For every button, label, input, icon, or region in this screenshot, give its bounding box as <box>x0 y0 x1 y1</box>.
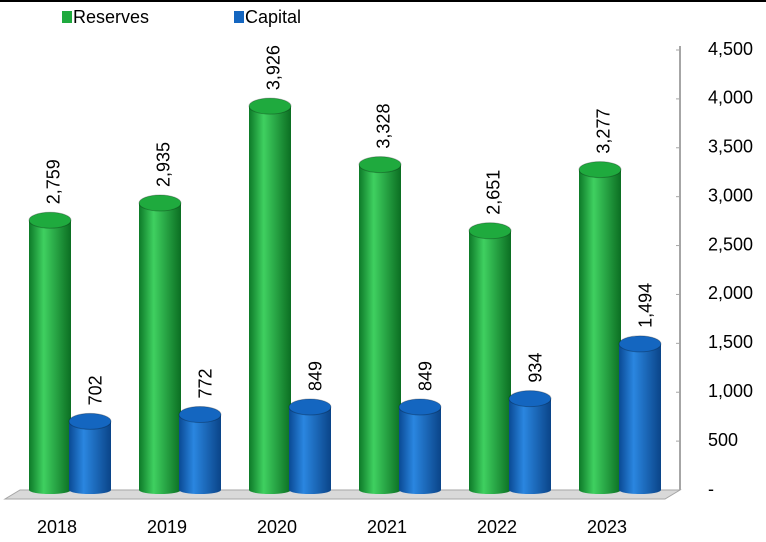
bar-cap <box>358 156 402 174</box>
x-tick-label: 2019 <box>147 517 187 537</box>
y-tick-label: 4,500 <box>708 39 753 59</box>
bar <box>619 343 661 490</box>
bar-base <box>289 486 331 494</box>
bar <box>139 203 181 490</box>
x-tick-label: 2020 <box>257 517 297 537</box>
bar-base <box>619 486 661 494</box>
bar <box>249 106 291 490</box>
x-tick-label: 2021 <box>367 517 407 537</box>
value-label: 934 <box>526 353 546 383</box>
bar-base <box>139 486 181 494</box>
y-tick-label: 500 <box>708 430 738 450</box>
bar <box>179 414 221 490</box>
bar <box>289 406 331 490</box>
bar-base <box>399 486 441 494</box>
bar-base <box>69 486 111 494</box>
y-tick-label: 2,500 <box>708 234 753 254</box>
value-label: 772 <box>196 368 216 398</box>
value-label: 3,926 <box>264 45 284 90</box>
value-label: 3,277 <box>594 109 614 154</box>
y-tick-label: 3,500 <box>708 137 753 157</box>
x-tick-label: 2022 <box>477 517 517 537</box>
legend-label: Capital <box>245 7 301 27</box>
y-tick-label: 1,000 <box>708 381 753 401</box>
value-label: 2,759 <box>44 159 64 204</box>
bar-cap <box>398 398 442 416</box>
bar-cap <box>468 222 512 240</box>
bar-cap <box>508 390 552 408</box>
bar-base <box>179 486 221 494</box>
bar-cap <box>28 211 72 229</box>
bar <box>29 220 71 490</box>
value-label: 2,935 <box>154 142 174 187</box>
bar-cap <box>178 406 222 424</box>
bar <box>359 164 401 490</box>
bar-cap <box>618 335 662 353</box>
bar <box>579 169 621 491</box>
legend-label: Reserves <box>73 7 149 27</box>
y-tick-label: 1,500 <box>708 332 753 352</box>
bar <box>399 406 441 490</box>
bar <box>509 398 551 490</box>
bar-base <box>509 486 551 494</box>
bar-cap <box>138 194 182 212</box>
y-tick-label: 4,000 <box>708 88 753 108</box>
value-label: 1,494 <box>636 283 656 328</box>
bar-base <box>469 486 511 494</box>
bar-cap <box>288 398 332 416</box>
bar-base <box>249 486 291 494</box>
x-tick-label: 2018 <box>37 517 77 537</box>
x-tick-label: 2023 <box>587 517 627 537</box>
value-label: 849 <box>416 361 436 391</box>
bar-cap <box>578 161 622 179</box>
bar-cap <box>68 412 112 430</box>
value-label: 3,328 <box>374 104 394 149</box>
value-label: 702 <box>86 375 106 405</box>
bar <box>469 230 511 490</box>
value-label: 849 <box>306 361 326 391</box>
legend-swatch <box>62 11 72 23</box>
value-label: 2,651 <box>484 170 504 215</box>
y-tick-label: 3,000 <box>708 185 753 205</box>
bar-base <box>359 486 401 494</box>
bar <box>69 421 111 490</box>
bar-base <box>29 486 71 494</box>
bar-cap <box>248 97 292 115</box>
y-tick-label: - <box>708 479 714 499</box>
y-tick-label: 2,000 <box>708 283 753 303</box>
legend-swatch <box>234 11 244 23</box>
bar-base <box>579 486 621 494</box>
